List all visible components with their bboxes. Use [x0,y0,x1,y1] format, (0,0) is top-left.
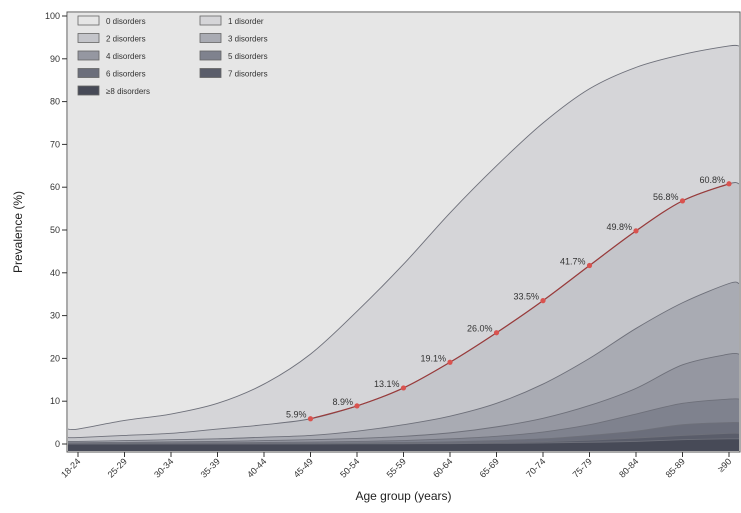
data-label: 19.1% [420,353,446,363]
y-tick-label: 60 [50,182,60,192]
legend-label-2-disorders: 2 disorders [106,35,146,44]
area-4-disorders [68,353,739,451]
annotation-marker [540,298,546,304]
y-axis: 0 10 20 30 40 50 60 70 80 90 100 [45,11,67,449]
legend-label-7-disorders: 7 disorders [228,70,268,79]
boundary-line-3-disorders [67,281,740,442]
y-tick-label: 50 [50,225,60,235]
y-tick-label: 40 [50,268,60,278]
y-axis-title: Prevalence (%) [11,191,25,273]
data-label: 5.9% [286,410,307,420]
area-3-disorders [68,282,739,451]
annotation-marker [633,228,639,234]
annotation-marker [307,416,314,422]
annotation-marker [586,262,593,269]
y-tick-label: 90 [50,54,60,64]
annotation-marker [679,198,686,204]
legend-label-ge8-disorders: ≥8 disorders [106,87,150,96]
legend-swatch-4-disorders [77,50,100,61]
boundary-line-ge8-disorders [68,438,740,445]
boundary-line-4-disorders [67,352,740,444]
legend-label-6-disorders: 6 disorders [106,70,146,79]
legend-swatch-6-disorders [77,68,100,78]
legend-label-1-disorder: 1 disorder [228,17,264,26]
legend-swatch-ge8-disorders [77,85,100,96]
y-tick-label: 10 [50,396,60,406]
y-tick-label: 0 [55,439,60,449]
legend: 0 disorders 1 disorder 2 disorders 3 disord… [77,15,268,96]
legend-swatch-7-disorders [199,68,222,78]
area-series-layer [68,13,739,452]
data-label: 8.9% [332,397,353,407]
legend-swatch-0-disorders [77,15,100,26]
area-boundary-lines-layer [67,44,740,445]
data-label: 26.0% [467,324,493,334]
data-label: 56.8% [653,192,679,202]
y-tick-label: 80 [50,97,60,107]
legend-swatch-2-disorders [77,33,100,43]
annotation-marker [400,385,407,391]
annotation-line [310,183,730,420]
annotation-marker [354,403,360,409]
annotation-marker [447,359,453,365]
data-label: 33.5% [513,292,539,302]
legend-label-3-disorders: 3 disorders [228,35,268,44]
data-label: 41.7% [560,257,586,267]
legend-swatch-3-disorders [199,33,222,43]
legend-label-0-disorders: 0 disorders [106,17,146,26]
y-tick-label: 20 [50,353,60,363]
y-tick-label: 30 [50,311,60,321]
legend-label-5-disorders: 5 disorders [228,52,268,61]
legend-swatch-5-disorders [199,50,222,61]
legend-swatch-1-disorder [199,15,222,26]
legend-label-4-disorders: 4 disorders [106,52,146,61]
annotation-marker [726,181,732,187]
x-axis-title: Age group (years) [355,489,451,503]
data-label: 60.8% [699,175,725,185]
area-ge8-disorders [68,438,739,451]
annotation-layer: 5.9% 8.9% 13.1% 19.1% 26.0% 33.5% 41.7% 49.8% 56… [286,175,732,422]
boundary-line-5-disorders [67,398,740,444]
annotation-marker [493,330,500,336]
y-tick-label: 100 [45,11,60,21]
y-tick-label: 70 [50,139,60,149]
boundary-line-1-disorder [67,44,740,431]
data-label: 49.8% [606,222,632,232]
data-label: 13.1% [374,379,400,389]
